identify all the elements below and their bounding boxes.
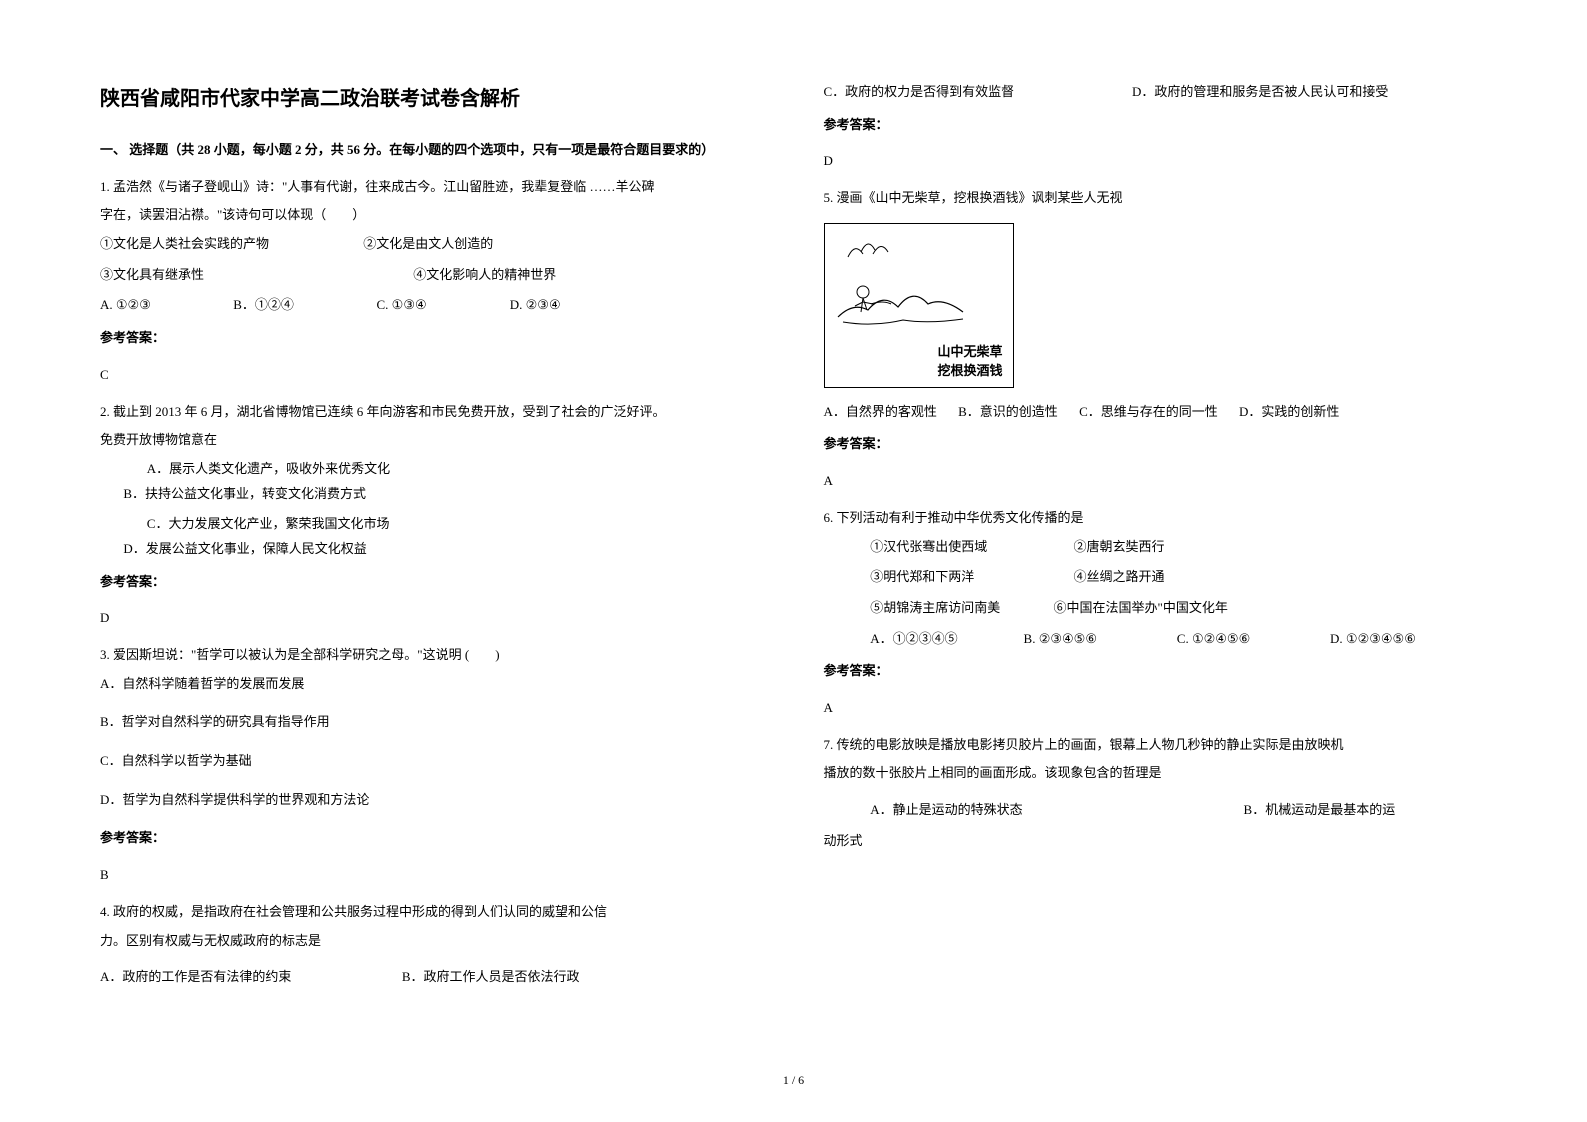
q1-b: B．①②④ [233,293,373,318]
q1-c1: ①文化是人类社会实践的产物 [100,232,360,257]
q2-stem1: 2. 截止到 2013 年 6 月，湖北省博物馆已连续 6 年向游客和市民免费开… [100,400,764,425]
q4-c: C．政府的权力是否得到有效监督 [824,80,1129,105]
q5-b: B．意识的创造性 [958,400,1058,425]
question-7: 7. 传统的电影放映是播放电影拷贝胶片上的画面，银幕上人物几秒钟的静止实际是由放… [824,733,1488,854]
q7-b2: 动形式 [824,829,1488,854]
q3-b: B．哲学对自然科学的研究具有指导作用 [100,710,764,735]
question-5: 5. 漫画《山中无柴草，挖根换酒钱》讽刺某些人无视 山中无柴草 挖根换酒钱 A．… [824,186,1488,494]
question-6: 6. 下列活动有利于推动中华优秀文化传播的是 ①汉代张骞出使西域 ②唐朝玄奘西行… [824,506,1488,721]
q4-answer: D [824,149,1488,174]
q5-answer-label: 参考答案： [824,432,1488,457]
question-4: 4. 政府的权威，是指政府在社会管理和公共服务过程中形成的得到人们认同的威望和公… [100,900,764,990]
q6-answer: A [824,696,1488,721]
q6-a: A．①②③④⑤ [847,627,997,652]
q1-c2: ②文化是由文人创造的 [363,232,493,257]
question-4-cont: C．政府的权力是否得到有效监督 D．政府的管理和服务是否被人民认可和接受 参考答… [824,80,1488,174]
cartoon-image: 山中无柴草 挖根换酒钱 [824,223,1014,388]
q3-d: D．哲学为自然科学提供科学的世界观和方法论 [100,788,764,813]
q6-c2: ②唐朝玄奘西行 [1050,535,1164,560]
q4-row1: A．政府的工作是否有法律的约束 B．政府工作人员是否依法行政 [100,965,764,990]
q4-row2: C．政府的权力是否得到有效监督 D．政府的管理和服务是否被人民认可和接受 [824,80,1488,105]
q6-c4: ④丝绸之路开通 [1050,565,1164,590]
q4-d: D．政府的管理和服务是否被人民认可和接受 [1132,84,1388,99]
page-container: 陕西省咸阳市代家中学高二政治联考试卷含解析 一、 选择题（共 28 小题，每小题… [100,80,1487,1082]
q2-answer-label: 参考答案： [100,570,764,595]
q1-circled-row2: ③文化具有继承性 ④文化影响人的精神世界 [100,263,764,288]
q4-stem2: 力。区别有权威与无权威政府的标志是 [100,929,764,954]
q2-stem2: 免费开放博物馆意在 [100,428,764,453]
q2-row1: A．展示人类文化遗产，吸收外来优秀文化 B．扶持公益文化事业，转变文化消费方式 [100,457,764,506]
q7-row1: A．静止是运动的特殊状态 B．机械运动是最基本的运 [824,798,1488,823]
q4-a: A．政府的工作是否有法律的约束 [100,965,399,990]
q5-c: C．思维与存在的同一性 [1079,400,1218,425]
q1-answer-label: 参考答案： [100,326,764,351]
q2-c: C．大力发展文化产业，繁荣我国文化市场 [123,512,441,537]
question-1: 1. 孟浩然《与诸子登岘山》诗："人事有代谢，往来成古今。江山留胜迹，我辈复登临… [100,175,764,388]
q6-c6: ⑥中国在法国举办"中国文化年 [1030,596,1228,621]
q2-b: B．扶持公益文化事业，转变文化消费方式 [100,482,418,507]
caption-line1: 山中无柴草 [937,342,1002,362]
q3-a: A．自然科学随着哲学的发展而发展 [100,672,764,697]
q1-c3: ③文化具有继承性 [100,263,410,288]
q4-b: B．政府工作人员是否依法行政 [402,969,580,984]
question-2: 2. 截止到 2013 年 6 月，湖北省博物馆已连续 6 年向游客和市民免费开… [100,400,764,632]
q6-row2: ③明代郑和下两洋 ④丝绸之路开通 [824,565,1488,590]
q6-answer-label: 参考答案： [824,659,1488,684]
question-3: 3. 爱因斯坦说："哲学可以被认为是全部科学研究之母。"这说明 ( ) A．自然… [100,643,764,888]
q6-c1: ①汉代张骞出使西域 [847,535,1047,560]
section-header: 一、 选择题（共 28 小题，每小题 2 分，共 56 分。在每小题的四个选项中… [100,138,764,163]
q6-options: A．①②③④⑤ B. ②③④⑤⑥ C. ①②④⑤⑥ D. ①②③④⑤⑥ [824,627,1488,652]
q1-options: A. ①②③ B．①②④ C. ①③④ D. ②③④ [100,293,764,318]
q5-options: A．自然界的客观性 B．意识的创造性 C．思维与存在的同一性 D．实践的创新性 [824,400,1488,425]
cartoon-caption: 山中无柴草 挖根换酒钱 [937,342,1002,381]
q1-stem1: 1. 孟浩然《与诸子登岘山》诗："人事有代谢，往来成古今。江山留胜迹，我辈复登临… [100,175,764,200]
q6-b: B. ②③④⑤⑥ [1000,627,1150,652]
q1-stem2: 字在，读罢泪沾襟。"该诗句可以体现（ ） [100,203,764,228]
q7-stem1: 7. 传统的电影放映是播放电影拷贝胶片上的画面，银幕上人物几秒钟的静止实际是由放… [824,733,1488,758]
q1-d: D. ②③④ [510,293,561,318]
q5-stem: 5. 漫画《山中无柴草，挖根换酒钱》讽刺某些人无视 [824,186,1488,211]
q6-stem: 6. 下列活动有利于推动中华优秀文化传播的是 [824,506,1488,531]
q1-c4: ④文化影响人的精神世界 [413,263,556,288]
exam-title: 陕西省咸阳市代家中学高二政治联考试卷含解析 [100,80,764,118]
cartoon-svg [833,232,973,332]
q5-d: D．实践的创新性 [1239,400,1339,425]
q1-circled-row1: ①文化是人类社会实践的产物 ②文化是由文人创造的 [100,232,764,257]
left-column: 陕西省咸阳市代家中学高二政治联考试卷含解析 一、 选择题（共 28 小题，每小题… [100,80,764,1082]
q1-a: A. ①②③ [100,293,230,318]
q2-answer: D [100,606,764,631]
q2-d: D．发展公益文化事业，保障人民文化权益 [100,537,418,562]
q4-stem1: 4. 政府的权威，是指政府在社会管理和公共服务过程中形成的得到人们认同的威望和公… [100,900,764,925]
q3-answer-label: 参考答案： [100,826,764,851]
q7-stem2: 播放的数十张胶片上相同的画面形成。该现象包含的哲理是 [824,761,1488,786]
q2-a: A．展示人类文化遗产，吸收外来优秀文化 [123,457,441,482]
q3-c: C．自然科学以哲学为基础 [100,749,764,774]
q5-answer: A [824,469,1488,494]
q4-answer-label: 参考答案： [824,113,1488,138]
q6-d: D. ①②③④⑤⑥ [1307,627,1416,652]
q6-row1: ①汉代张骞出使西域 ②唐朝玄奘西行 [824,535,1488,560]
q3-answer: B [100,863,764,888]
q6-c3: ③明代郑和下两洋 [847,565,1047,590]
q1-answer: C [100,363,764,388]
q7-b: B．机械运动是最基本的运 [1220,798,1395,823]
q5-a: A．自然界的客观性 [824,400,937,425]
q1-c: C. ①③④ [377,293,507,318]
page-footer: 1 / 6 [783,1069,804,1092]
q6-c: C. ①②④⑤⑥ [1153,627,1303,652]
q6-row3: ⑤胡锦涛主席访问南美 ⑥中国在法国举办"中国文化年 [824,596,1488,621]
q2-row2: C．大力发展文化产业，繁荣我国文化市场 D．发展公益文化事业，保障人民文化权益 [100,512,764,561]
q6-c5: ⑤胡锦涛主席访问南美 [847,596,1027,621]
q3-stem: 3. 爱因斯坦说："哲学可以被认为是全部科学研究之母。"这说明 ( ) [100,643,764,668]
q7-a: A．静止是运动的特殊状态 [847,798,1217,823]
caption-line2: 挖根换酒钱 [937,361,1002,381]
right-column: C．政府的权力是否得到有效监督 D．政府的管理和服务是否被人民认可和接受 参考答… [824,80,1488,1082]
